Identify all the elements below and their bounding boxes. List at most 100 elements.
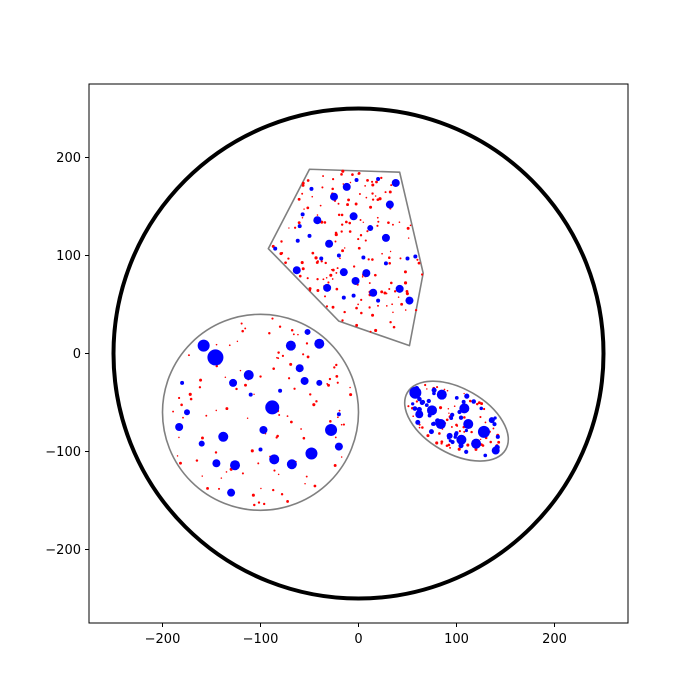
blue-point [464,449,469,454]
red-point [308,287,312,291]
red-point [331,187,334,191]
red-point [277,351,280,354]
red-point [371,198,375,201]
red-point [384,191,387,194]
red-point [301,181,305,185]
red-point [371,192,374,195]
red-point [272,488,275,492]
red-point [389,250,392,253]
red-point [405,290,409,293]
red-point [214,451,218,454]
red-point [354,202,358,206]
blue-point [412,406,418,411]
red-point [287,257,290,260]
blue-point [330,192,338,201]
blue-point [361,255,366,260]
blue-point [197,339,210,352]
red-point [178,436,180,439]
blue-point [297,224,302,229]
red-point [180,403,183,407]
blue-point [391,178,400,187]
red-point [199,378,203,382]
red-point [334,436,337,439]
blue-point [304,328,311,335]
red-point [360,311,363,315]
red-point [228,344,231,347]
red-point [290,420,293,424]
y-tick-label: 0 [73,347,81,362]
red-point [445,444,449,447]
red-point [376,216,379,219]
red-point [278,325,282,328]
red-point [389,320,392,324]
red-point [257,501,261,504]
red-point [479,438,482,441]
red-point [331,278,334,280]
red-point [300,261,304,265]
blue-point [336,412,341,417]
red-point [301,267,305,271]
red-point [417,261,421,265]
red-point [453,405,456,408]
red-point [352,265,356,268]
red-point [412,415,415,418]
red-point [215,364,218,368]
blue-point [413,254,418,259]
blue-point [325,239,334,248]
blue-point [417,396,422,402]
red-point [235,387,238,391]
x-tick-label: −200 [145,632,181,647]
blue-point [184,409,190,416]
red-point [374,195,377,197]
red-point [366,179,369,182]
blue-point [471,438,482,449]
red-point [340,223,344,226]
red-point [176,455,179,457]
blue-point [180,380,185,385]
red-point [315,400,318,403]
red-point [244,327,247,330]
blue-point [431,421,437,426]
red-point [389,281,393,285]
red-point [311,251,315,255]
x-tick-label: −100 [243,632,279,647]
red-point [489,440,492,444]
red-point [498,441,500,444]
red-point [480,402,484,406]
blue-point [409,386,422,399]
blue-point [436,389,447,400]
blue-point [258,447,263,452]
blue-point [405,296,414,305]
blue-point [405,256,410,261]
red-point [280,251,284,255]
red-point [450,426,453,428]
ticks-layer: −200 −100 0 100 200 −200 −100 0 100 200 [45,151,567,647]
red-point [341,169,345,173]
red-point [206,486,209,490]
red-point [272,367,275,370]
red-point [257,462,260,465]
red-point [271,317,274,320]
red-point [215,409,218,412]
blue-point [395,284,404,293]
red-point [371,313,375,317]
red-point [215,343,218,346]
red-point [273,469,276,472]
blue-point [300,376,309,385]
blue-point [415,410,424,419]
blue-point [334,442,343,451]
blue-point [259,425,268,434]
red-point [259,375,262,378]
red-point [479,415,482,419]
red-point [336,381,339,384]
red-point [405,292,409,296]
blue-point [243,370,254,381]
blue-point [464,428,469,433]
blue-point [376,298,381,303]
red-point [241,329,244,333]
red-point [325,305,329,308]
red-point [293,387,296,390]
red-point [300,428,302,430]
blue-point [314,338,325,349]
red-point [347,198,350,202]
